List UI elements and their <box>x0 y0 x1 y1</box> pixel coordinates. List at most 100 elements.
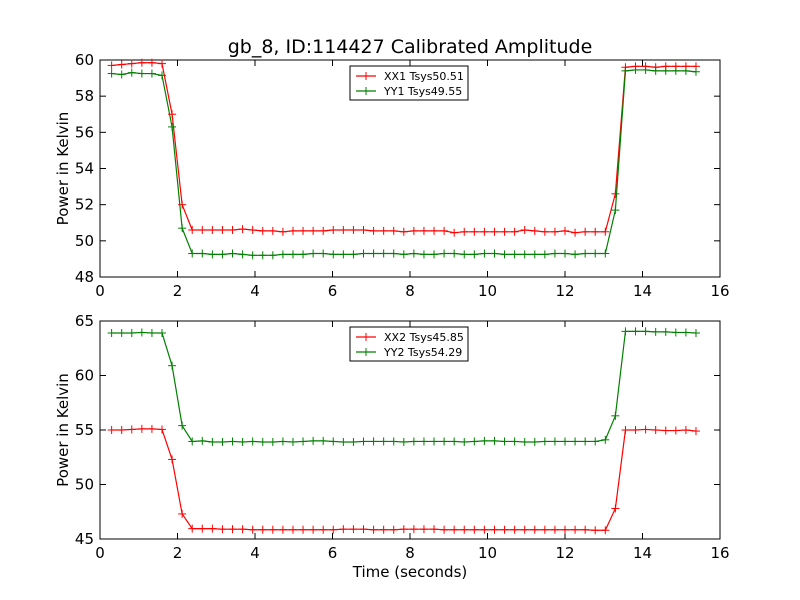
data-point <box>540 227 549 236</box>
x-tick-label: 14 <box>633 544 652 562</box>
data-point <box>591 227 600 236</box>
data-point <box>319 249 328 258</box>
x-tick-label: 0 <box>95 544 105 562</box>
data-point <box>238 437 247 446</box>
data-point <box>107 328 116 337</box>
data-point <box>651 327 660 336</box>
data-point <box>168 361 177 370</box>
legend-entry: XX2 Tsys45.85 <box>356 331 464 344</box>
data-point <box>288 226 297 235</box>
data-point <box>419 525 428 534</box>
data-point <box>107 426 116 434</box>
data-point <box>631 426 640 434</box>
data-point <box>127 328 136 337</box>
data-point <box>248 525 257 534</box>
data-point <box>339 225 348 234</box>
data-point <box>107 69 116 78</box>
data-point <box>460 437 469 446</box>
data-point <box>430 226 439 235</box>
data-point <box>288 437 297 446</box>
data-point <box>178 509 187 518</box>
data-point <box>258 251 267 260</box>
data-point <box>530 226 539 235</box>
data-point <box>641 327 650 336</box>
data-point <box>631 65 640 74</box>
data-point <box>299 250 308 259</box>
data-point <box>339 525 348 534</box>
data-point <box>299 437 308 446</box>
data-point <box>571 525 580 534</box>
data-point <box>389 226 398 235</box>
y-tick-label: 58 <box>75 87 94 105</box>
legend-label: YY1 Tsys49.55 <box>383 85 462 98</box>
data-point <box>460 525 469 534</box>
data-point <box>238 225 247 234</box>
data-point <box>601 526 610 535</box>
data-point <box>561 226 569 235</box>
x-tick-label: 8 <box>405 282 415 300</box>
data-point <box>561 437 569 446</box>
data-point <box>158 71 166 80</box>
data-point <box>339 250 348 259</box>
data-point <box>601 249 610 258</box>
data-point <box>419 226 428 235</box>
legend-box <box>349 326 469 362</box>
data-point <box>581 249 590 258</box>
data-point <box>671 66 680 75</box>
y-tick-label: 54 <box>75 160 94 178</box>
data-point <box>399 525 408 534</box>
data-point <box>349 525 358 534</box>
y-tick-label: 65 <box>75 312 94 330</box>
data-point <box>359 249 368 258</box>
data-point <box>137 69 146 78</box>
data-point <box>460 250 469 259</box>
data-point <box>530 437 539 446</box>
data-point <box>611 189 620 198</box>
legend-label: XX1 Tsys50.51 <box>384 70 464 83</box>
data-point <box>490 249 499 258</box>
data-point <box>208 250 217 259</box>
data-point <box>268 226 277 235</box>
data-point <box>389 437 398 446</box>
data-point <box>571 228 580 237</box>
data-point <box>158 328 166 337</box>
data-point <box>611 504 620 513</box>
data-point <box>430 250 439 259</box>
y-tick-label: 52 <box>75 196 94 214</box>
data-point <box>198 436 207 445</box>
data-point <box>248 225 257 234</box>
data-point <box>258 525 267 534</box>
x-tick-label: 4 <box>250 282 260 300</box>
data-point <box>198 225 207 234</box>
data-point <box>228 437 237 446</box>
data-point <box>419 250 428 259</box>
x-tick-label: 2 <box>173 544 183 562</box>
data-point <box>520 437 529 446</box>
bottom-subplot: 0 2 4 6 8 10 12 14 16 45 50 55 60 65 Power in Kelvin Ti… <box>54 312 730 581</box>
data-point <box>651 66 660 75</box>
y-axis-label: Power in Kelvin <box>54 112 72 226</box>
data-point <box>561 249 569 258</box>
data-point <box>419 437 428 446</box>
data-point <box>550 437 559 446</box>
data-point <box>470 525 479 534</box>
data-point <box>681 66 690 75</box>
x-tick-label: 8 <box>405 544 415 562</box>
data-point <box>621 66 630 75</box>
data-point <box>218 250 227 259</box>
data-point <box>309 525 318 534</box>
data-point <box>248 437 257 446</box>
legend-entry: XX1 Tsys50.51 <box>356 70 464 83</box>
data-point <box>198 524 207 533</box>
data-point <box>147 424 156 433</box>
data-point <box>450 228 459 237</box>
data-point <box>520 525 529 534</box>
data-point <box>178 421 187 430</box>
data-point <box>661 66 670 75</box>
data-point <box>500 437 509 446</box>
data-point <box>581 437 590 446</box>
data-point <box>510 525 519 534</box>
data-point <box>520 250 529 259</box>
x-tick-label: 10 <box>478 544 497 562</box>
data-point <box>178 224 187 233</box>
